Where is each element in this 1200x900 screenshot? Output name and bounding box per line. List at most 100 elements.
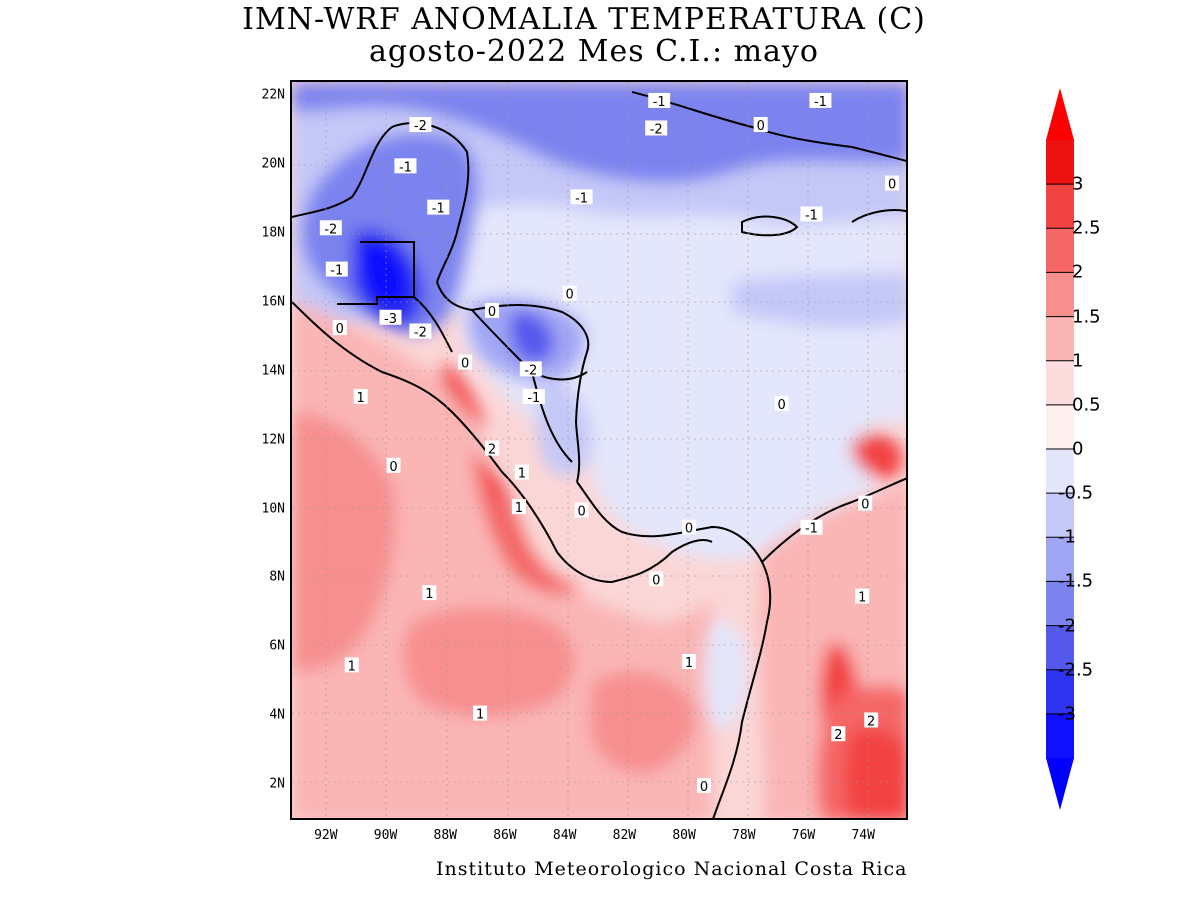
contour-label: 1 (514, 464, 529, 482)
svg-text:-3: -3 (384, 312, 397, 327)
contour-label: 1 (511, 499, 526, 516)
contour-label: -3 (379, 309, 402, 327)
contour-label: 0 (885, 175, 900, 193)
colorbar-bin (1046, 713, 1074, 759)
svg-text:0: 0 (700, 780, 708, 795)
svg-text:0: 0 (336, 322, 344, 337)
svg-text:2: 2 (834, 728, 842, 743)
colorbar-bin (1046, 316, 1074, 362)
contour-label: -1 (570, 189, 593, 206)
latitude-label: 4N (269, 707, 285, 723)
contour-label: 0 (562, 285, 577, 303)
longitude-label: 86W (493, 828, 517, 843)
colorbar-bin (1046, 184, 1074, 229)
svg-text:-2: -2 (650, 122, 663, 137)
svg-text:1: 1 (685, 656, 693, 671)
contour-label: 1 (344, 657, 359, 674)
latitude-label: 16N (261, 294, 285, 310)
contour-label: -1 (648, 92, 671, 110)
svg-text:0: 0 (389, 460, 397, 475)
contour-label: 0 (649, 571, 664, 588)
colorbar-label: 2.5 (1072, 217, 1101, 239)
svg-text:2: 2 (488, 443, 496, 458)
svg-text:-2: -2 (324, 222, 337, 237)
colorbar-bin (1046, 140, 1074, 185)
svg-text:0: 0 (757, 119, 765, 134)
contour-label: -1 (522, 388, 545, 406)
contour-label: -1 (800, 206, 823, 224)
svg-text:1: 1 (476, 708, 484, 723)
contour-label: 0 (485, 302, 500, 320)
colorbar-label: -1.5 (1058, 570, 1094, 592)
contour-label: 0 (774, 395, 789, 413)
contour-label: -2 (519, 361, 542, 378)
colorbar-label: 2 (1072, 261, 1084, 283)
contour-label: -2 (319, 220, 342, 237)
contour-label: 0 (858, 495, 873, 513)
longitude-label: 84W (552, 828, 577, 843)
svg-text:0: 0 (461, 357, 469, 372)
contour-label: -1 (325, 261, 348, 279)
svg-text:-1: -1 (805, 209, 818, 224)
colorbar-label: -0.5 (1058, 482, 1094, 504)
colorbar-bin (1046, 272, 1074, 318)
svg-text:1: 1 (425, 587, 433, 602)
colorbar-label: 1.5 (1072, 306, 1101, 328)
contour-label: 0 (386, 457, 401, 475)
contour-label: 1 (682, 653, 697, 671)
colorbar-under-triangle (1046, 758, 1074, 810)
latitude-label: 6N (269, 638, 285, 654)
colorbar (1046, 88, 1074, 810)
latitude-label: 12N (261, 432, 285, 448)
colorbar-label: 3 (1072, 173, 1084, 195)
svg-text:-1: -1 (527, 391, 540, 406)
contour-label: 0 (682, 519, 697, 537)
latitude-label: 14N (261, 363, 285, 379)
colorbar-bin (1046, 449, 1074, 494)
svg-text:0: 0 (652, 573, 660, 588)
longitude-label: 78W (732, 828, 756, 843)
latitude-label: 8N (269, 569, 285, 585)
contour-label: -1 (809, 92, 832, 110)
svg-text:-2: -2 (414, 119, 427, 134)
svg-text:1: 1 (357, 391, 365, 406)
map-title: IMN-WRF ANOMALIA TEMPERATURA (C) (242, 2, 926, 37)
longitude-label: 80W (672, 828, 696, 843)
latitude-label: 10N (261, 501, 285, 516)
svg-text:-1: -1 (399, 160, 412, 175)
contour-label: 2 (864, 712, 879, 729)
colorbar-bin (1046, 537, 1074, 582)
contour-label: -2 (409, 117, 432, 134)
anomaly-map: -2 -2 -1 -1 0 -1 -1 -1 -1 0 -2 -1 0 0 -3 0 -2 0 -2 -1 1 0 2 0 1 1… (290, 80, 908, 820)
latitude-label: 18N (261, 225, 285, 241)
colorbar-label: 0 (1072, 438, 1084, 460)
colorbar-bin (1046, 360, 1074, 406)
contour-label: -2 (409, 323, 432, 341)
colorbar-bin (1046, 625, 1074, 671)
colorbar-bin (1046, 581, 1074, 627)
longitude-label: 92W (314, 828, 338, 843)
contour-label: 2 (831, 726, 846, 743)
svg-text:1: 1 (348, 659, 356, 674)
svg-text:-2: -2 (414, 326, 427, 341)
svg-text:-1: -1 (653, 95, 666, 110)
svg-text:0: 0 (861, 498, 869, 513)
contour-label: 1 (473, 705, 488, 723)
svg-text:0: 0 (777, 398, 785, 413)
colorbar-bin (1046, 669, 1074, 715)
latitude-label: 2N (269, 776, 285, 792)
colorbar-label: -1 (1058, 526, 1076, 548)
svg-text:0: 0 (566, 288, 574, 303)
colorbar-over-triangle (1046, 88, 1074, 140)
longitude-label: 90W (373, 828, 398, 843)
contour-label: -2 (645, 120, 668, 137)
longitude-label: 76W (791, 828, 816, 843)
svg-text:-2: -2 (524, 363, 537, 378)
colorbar-label: 1 (1072, 350, 1084, 372)
contour-label: 1 (855, 588, 870, 606)
svg-text:1: 1 (518, 467, 526, 482)
latitude-label: 20N (261, 156, 285, 172)
contour-label: 0 (574, 502, 589, 520)
longitude-label: 82W (612, 828, 637, 843)
contour-label: 0 (332, 320, 347, 337)
